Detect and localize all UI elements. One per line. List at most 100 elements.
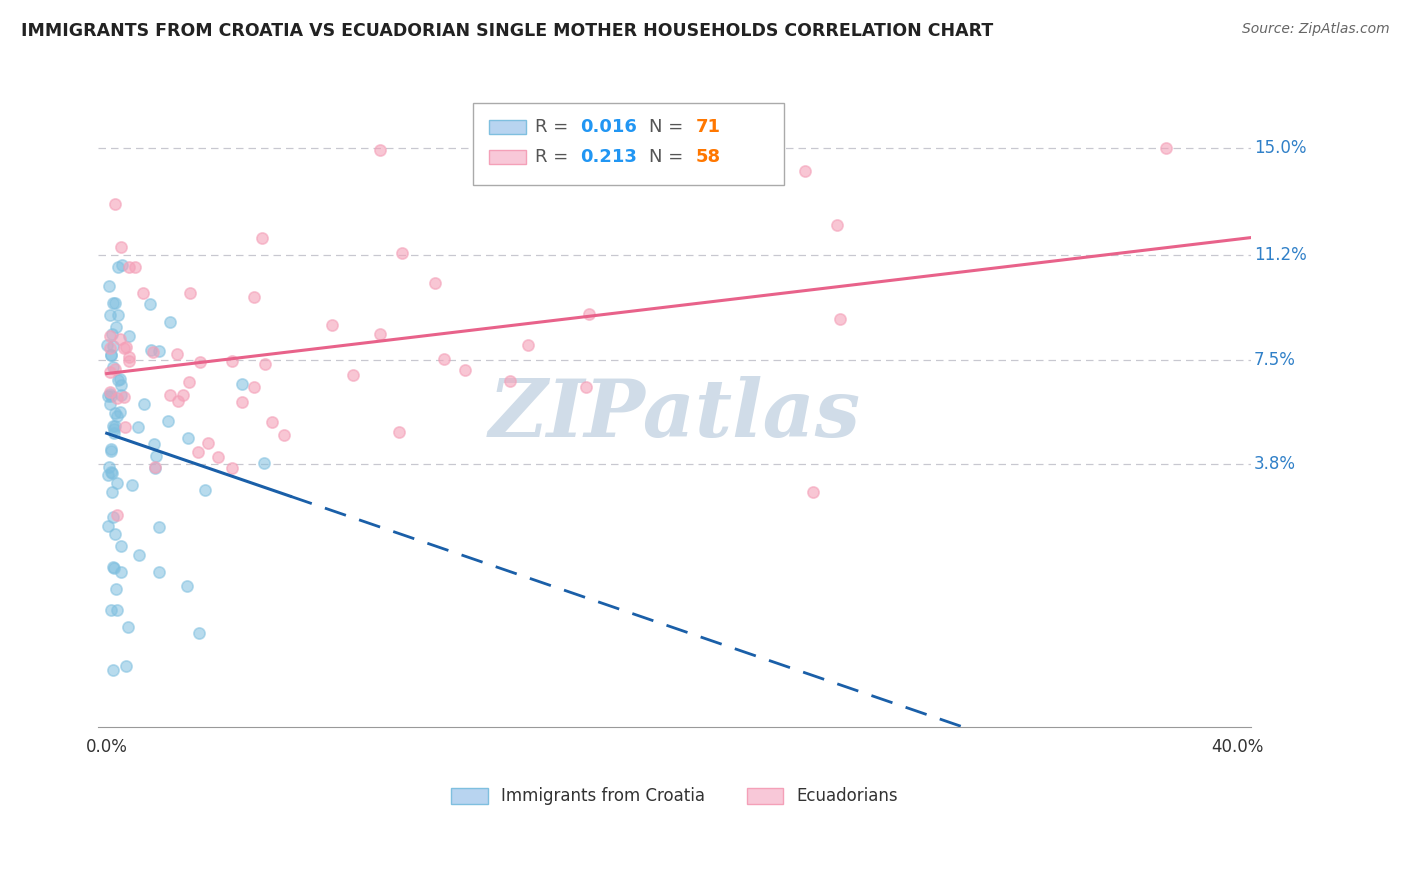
Text: ZIPatlas: ZIPatlas [489,376,860,454]
Point [148,343,170,358]
Point [145,449,167,463]
Point [143,459,166,474]
Point [141,343,163,357]
Point [103,663,125,677]
Point [159,315,181,329]
Text: 58: 58 [696,148,721,166]
Point [115,340,138,354]
Point [132,286,155,301]
Point [98,397,121,411]
Point [100,465,122,479]
Point [107,308,129,322]
Point [250,231,273,245]
Text: 11.2%: 11.2% [1254,246,1306,264]
Point [197,436,219,450]
Point [110,387,132,401]
Point [107,409,129,423]
Point [105,391,128,405]
Point [138,297,160,311]
Text: R =: R = [536,118,574,136]
Point [517,338,540,352]
Point [97,518,120,533]
Point [108,372,131,386]
Point [96,338,118,352]
Point [104,197,127,211]
Point [194,483,217,498]
Point [98,279,121,293]
Point [127,420,149,434]
Point [273,428,295,442]
Point [108,405,131,419]
Point [253,357,276,371]
Point [134,396,156,410]
Point [243,290,266,304]
Point [432,351,454,366]
Point [801,485,824,500]
Text: 7.5%: 7.5% [1254,351,1296,368]
Point [108,332,131,346]
Point [110,378,132,392]
Text: 0.016: 0.016 [581,118,637,136]
Point [118,351,141,365]
Point [148,565,170,579]
Point [188,355,211,369]
Point [221,354,243,368]
Point [142,436,165,450]
Point [262,415,284,429]
Point [97,468,120,483]
Point [114,419,136,434]
Text: Source: ZipAtlas.com: Source: ZipAtlas.com [1241,22,1389,37]
Point [101,418,124,433]
Point [100,603,122,617]
Point [253,456,276,470]
Point [166,393,188,408]
Point [98,387,121,401]
Point [370,326,392,341]
Point [111,258,134,272]
Point [117,620,139,634]
Point [242,380,264,394]
Text: 15.0%: 15.0% [1254,139,1306,157]
Point [172,388,194,402]
Point [188,625,211,640]
Point [104,406,127,420]
Point [499,374,522,388]
Point [97,389,120,403]
Point [166,347,188,361]
Point [388,425,411,440]
Point [101,360,124,375]
Point [100,442,122,456]
Point [117,354,139,368]
Point [101,485,124,500]
Point [103,425,125,440]
Point [121,478,143,492]
Point [128,548,150,562]
Point [177,375,200,389]
FancyBboxPatch shape [489,150,526,164]
Point [101,327,124,342]
Point [1156,141,1178,155]
Point [105,475,128,490]
Point [342,368,364,382]
Point [110,540,132,554]
Point [104,582,127,596]
Point [103,362,125,376]
Point [391,246,413,260]
Point [176,579,198,593]
Point [98,365,121,379]
Point [207,450,229,464]
Text: N =: N = [650,148,689,166]
Point [97,459,120,474]
Point [425,276,447,290]
Point [794,163,817,178]
Point [100,443,122,458]
Point [104,296,127,310]
Point [143,460,166,475]
Point [179,285,201,300]
Point [107,373,129,387]
Point [103,560,125,574]
FancyBboxPatch shape [472,103,785,185]
Text: 71: 71 [696,118,720,136]
Point [118,260,141,274]
Point [828,312,851,326]
